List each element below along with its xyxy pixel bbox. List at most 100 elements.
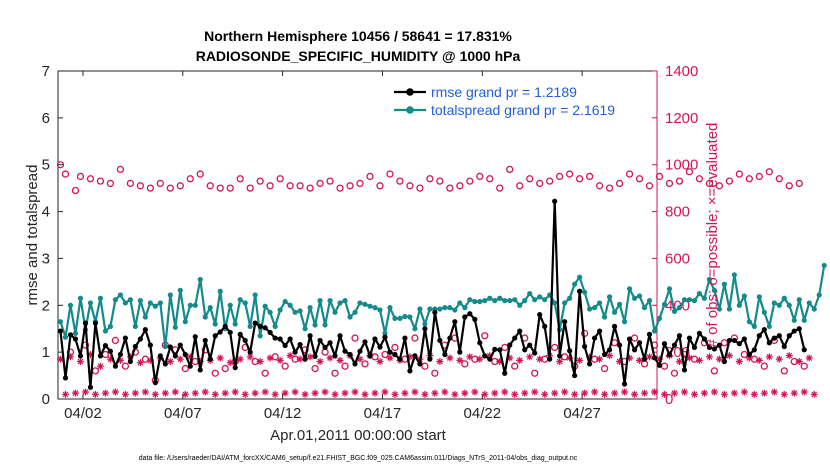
obs-evaluated-point <box>356 355 364 363</box>
totalspread-point <box>67 302 74 308</box>
totalspread-point <box>666 286 673 292</box>
legend-spread-marker <box>406 106 414 114</box>
totalspread-point <box>512 297 518 303</box>
obs-possible-point <box>316 179 324 188</box>
rmse-point <box>711 346 718 352</box>
obs-possible-point <box>660 362 669 370</box>
rmse-point <box>192 334 198 340</box>
rmse-point <box>237 331 243 337</box>
obs-evaluated-point <box>186 353 194 361</box>
rmse-point <box>422 326 428 332</box>
totalspread-point <box>287 302 293 308</box>
rmse-point <box>587 361 593 367</box>
rmse-point <box>442 351 448 358</box>
obs-evaluated-point <box>91 390 99 398</box>
totalspread-point <box>292 309 298 315</box>
totalspread-point <box>482 298 488 304</box>
rmse-point <box>397 356 403 362</box>
obs-evaluated-point <box>660 390 668 398</box>
obs-possible-point <box>710 367 719 375</box>
rmse-point <box>726 337 732 344</box>
obs-evaluated-point <box>301 390 309 398</box>
right-tick-label: 1200 <box>665 110 698 127</box>
totalspread-point <box>776 302 782 308</box>
totalspread-point <box>372 305 378 311</box>
rmse-point <box>646 331 653 337</box>
totalspread-point <box>771 300 777 306</box>
obs-possible-point <box>111 336 120 345</box>
obs-evaluated-point <box>266 354 274 362</box>
rmse-point <box>467 311 473 317</box>
obs-evaluated-point <box>725 352 733 360</box>
rmse-point <box>82 320 89 326</box>
totalspread-point <box>197 276 203 283</box>
obs-evaluated-point <box>486 352 494 360</box>
obs-evaluated-point <box>710 388 718 396</box>
obs-evaluated-point <box>740 388 748 396</box>
obs-possible-point <box>635 175 644 183</box>
obs-evaluated-point <box>131 389 139 397</box>
obs-evaluated-point <box>111 388 119 396</box>
obs-possible-point <box>466 177 474 185</box>
rmse-point <box>367 353 373 359</box>
rmse-point <box>377 344 383 350</box>
obs-possible-point <box>725 177 734 185</box>
totalspread-point <box>282 298 288 305</box>
totalspread-point <box>427 306 433 312</box>
obs-evaluated-point <box>576 356 584 364</box>
obs-evaluated-point <box>391 390 399 398</box>
totalspread-point <box>132 323 138 329</box>
rmse-point <box>796 326 802 332</box>
obs-possible-point <box>456 182 464 190</box>
obs-evaluated-point <box>171 388 179 396</box>
obs-possible-point <box>645 182 654 190</box>
obs-possible-point <box>221 364 229 373</box>
totalspread-point <box>756 294 762 300</box>
rmse-point <box>317 337 323 344</box>
obs-possible-point <box>86 175 95 183</box>
rmse-point <box>232 365 238 371</box>
rmse-point <box>287 336 293 342</box>
rmse-point <box>57 328 64 334</box>
x-tick-label: 04/02 <box>64 405 102 422</box>
rmse-point <box>477 340 483 346</box>
obs-evaluated-point <box>321 388 329 396</box>
totalspread-point <box>182 319 188 325</box>
rmse-point <box>492 346 498 352</box>
obs-evaluated-point <box>541 390 549 398</box>
obs-evaluated-point <box>591 388 599 396</box>
obs-evaluated-point <box>166 358 174 366</box>
legend-spread-label: totalspread grand pr = 2.1619 <box>431 102 615 118</box>
rmse-point <box>257 323 263 329</box>
obs-possible-point <box>236 175 244 183</box>
obs-evaluated-point <box>675 358 683 366</box>
rmse-point <box>791 328 797 334</box>
obs-evaluated-point <box>161 389 169 397</box>
left-tick-label: 3 <box>42 250 50 267</box>
rmse-point <box>372 336 378 342</box>
right-tick-label: 600 <box>665 250 690 267</box>
rmse-point <box>786 333 792 339</box>
totalspread-point <box>392 315 398 322</box>
rmse-point <box>172 353 178 359</box>
obs-possible-point <box>665 179 674 188</box>
rmse-point <box>731 337 737 344</box>
obs-evaluated-point <box>316 358 324 366</box>
totalspread-point <box>62 334 69 340</box>
totalspread-point <box>112 297 119 303</box>
obs-possible-point <box>411 334 419 342</box>
totalspread-point <box>616 301 623 307</box>
obs-possible-point <box>436 177 444 185</box>
rmse-point <box>577 288 583 294</box>
totalspread-point <box>102 328 109 334</box>
obs-possible-point <box>775 175 783 183</box>
rmse-point <box>746 351 752 358</box>
rmse-point <box>277 336 283 342</box>
rmse-point <box>462 314 468 320</box>
obs-possible-point <box>461 360 469 368</box>
obs-evaluated-point <box>411 388 419 396</box>
obs-evaluated-point <box>760 389 768 397</box>
totalspread-point <box>437 306 443 312</box>
obs-evaluated-point <box>516 356 524 364</box>
totalspread-point <box>382 330 388 336</box>
